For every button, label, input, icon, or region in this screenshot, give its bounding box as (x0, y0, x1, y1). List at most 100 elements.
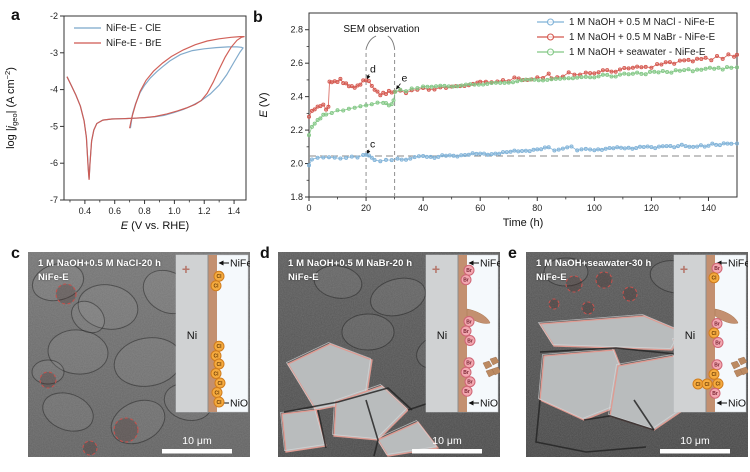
debris-fragment (739, 366, 748, 376)
br-ion: Br (463, 264, 475, 276)
nio-label: NiO (230, 398, 248, 410)
crack-line (365, 399, 379, 457)
y-tick-label: 1.8 (290, 192, 303, 202)
ni-substrate (426, 255, 458, 412)
y-tick-label: -6 (50, 158, 58, 168)
svg-text:Cl: Cl (217, 344, 223, 350)
pit-highlight-circle (82, 440, 98, 456)
svg-text:Cl: Cl (217, 274, 223, 280)
svg-text:Cl: Cl (712, 372, 718, 378)
y-tick-label: -2 (50, 11, 58, 21)
debris-fragment (482, 360, 493, 370)
caption-line: NiFe-E (536, 271, 567, 283)
scale-bar: 10 μm (162, 435, 232, 454)
cl-ion: Cl (213, 396, 225, 408)
x-axis-title: E (V vs. RHE) (121, 220, 189, 232)
pit-highlight-circle (55, 283, 77, 305)
legend-label: NiFe-E - ClE (106, 23, 161, 34)
pit-highlight-circle (39, 371, 57, 389)
nife-label: NiFe (480, 258, 500, 270)
y-axis-title: E (V) (258, 92, 270, 117)
scale-bar: 10 μm (412, 435, 482, 454)
panel-b-chronopotentiometry-chart: 0 20 40 60 80 100 120 140 1.8 2.0 2.2 2.4 2.6 2.8 Time… (258, 12, 739, 229)
x-tick-label: 1.2 (198, 206, 211, 216)
point-label-d: d (370, 63, 376, 75)
legend-label: 1 M NaOH + 0.5 M NaCl - NiFe-E (569, 17, 715, 28)
svg-text:Cl: Cl (215, 390, 221, 396)
svg-text:Br: Br (463, 278, 469, 284)
debris-fragment (489, 356, 500, 366)
crack-line (539, 347, 677, 355)
annotations: SEM observation c d e (309, 24, 737, 197)
svg-text:Br: Br (466, 319, 472, 325)
svg-text:Cl: Cl (218, 381, 224, 387)
br-ion: Br (712, 337, 724, 348)
y-tick-label: 2.4 (290, 92, 303, 102)
br-ion: Br (711, 262, 723, 274)
cl-ion: Cl (213, 340, 225, 352)
svg-text:Cl: Cl (705, 382, 711, 388)
caption-line: 1 M NaOH+seawater-30 h (536, 258, 652, 269)
x-tick-label: 140 (701, 203, 716, 213)
y-tick-label: -4 (50, 85, 58, 95)
br-ion: Br (711, 318, 723, 329)
cl-ion: Cl (712, 378, 724, 390)
br-ion: Br (464, 376, 476, 388)
crack-line (317, 409, 327, 449)
x-tick-label: 80 (532, 203, 542, 213)
cl-ion: Cl (701, 378, 713, 390)
panel-b-label: b (253, 9, 263, 26)
br-ion: Br (709, 387, 721, 399)
x-tick-label: 1.4 (228, 206, 241, 216)
x-tick-label: 0.6 (108, 206, 121, 216)
svg-text:Cl: Cl (214, 284, 220, 290)
x-tick-label: 120 (644, 203, 659, 213)
panel-d-sem-image: + Ni NiFe NiO Br Br Br Br Br Br Br Br Br 10 μm (278, 252, 500, 457)
y-tick-label: 2.2 (290, 125, 303, 135)
axes: 0 20 40 60 80 100 120 140 1.8 2.0 2.2 2.4 2.6 2.8 Time… (258, 12, 738, 229)
schematic-inset: + Ni NiFe NiO Br Br Br Br Br Br Br Br Br (425, 254, 500, 413)
caption-line: 1 M NaOH+0.5 M NaBr-20 h (288, 258, 413, 269)
panel-d-label: d (260, 245, 270, 262)
scale-bar: 10 μm (660, 435, 730, 454)
pit-highlight-circle (595, 271, 613, 289)
sem-observation-label: SEM observation (343, 24, 419, 35)
cl-ion: Cl (214, 377, 226, 389)
svg-text:Cl: Cl (214, 354, 220, 360)
x-tick-label: 0.8 (138, 206, 151, 216)
y-tick-label: -7 (50, 195, 58, 205)
svg-text:Cl: Cl (696, 382, 702, 388)
legend-label: 1 M NaOH + seawater - NiFe-E (569, 47, 706, 58)
point-label-c: c (370, 139, 375, 151)
svg-text:Br: Br (466, 361, 472, 367)
svg-text:Br: Br (714, 266, 720, 272)
x-tick-label: 0 (306, 203, 311, 213)
debris-fragment (491, 366, 500, 376)
cl-ion: Cl (213, 358, 225, 370)
debris-fragment (737, 356, 748, 366)
legend: NiFe-E - ClE NiFe-E - BrE (74, 23, 162, 49)
y-tick-label: -3 (50, 48, 58, 58)
cl-ion: Cl (211, 387, 223, 398)
y-tick-label: 2.8 (290, 25, 303, 35)
sem-flakes (280, 342, 440, 457)
panel-c-sem-image: + Ni NiFe NiO Cl Cl Cl Cl Cl Cl Cl Cl Cl 10 μm (28, 252, 250, 457)
svg-text:Br: Br (714, 363, 720, 369)
svg-text:Br: Br (466, 268, 472, 274)
pit-highlight-circle (113, 417, 139, 443)
nio-label: NiO (480, 398, 498, 410)
y-tick-label: 2.0 (290, 159, 303, 169)
crack-line (633, 399, 655, 431)
series-1-m-naoh-seawater-nife-e (307, 65, 739, 138)
panel-e-caption: 1 M NaOH+seawater-30 h NiFe-E (536, 257, 651, 285)
br-ion: Br (460, 325, 472, 337)
svg-text:Cl: Cl (716, 382, 722, 388)
x-tick-label: 100 (587, 203, 602, 213)
cl-ion: Cl (213, 270, 225, 282)
x-tick-label: 60 (475, 203, 485, 213)
scale-bar-label: 10 μm (680, 435, 710, 447)
y-axis-title: log |jgeo| (A cm−2) (3, 67, 19, 149)
